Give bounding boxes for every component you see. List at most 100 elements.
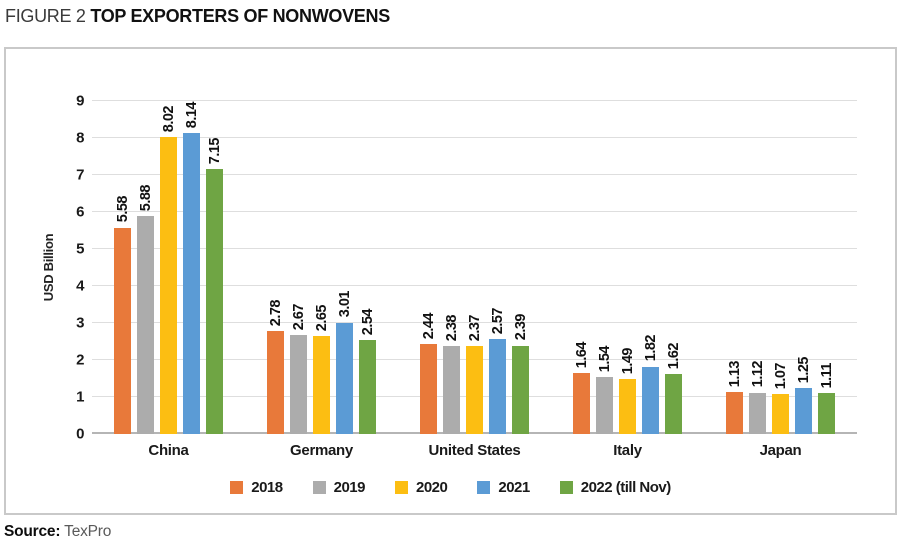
legend-swatch <box>230 481 244 494</box>
y-axis-ticks: 0 1 2 3 4 5 6 7 8 9 <box>6 93 84 443</box>
bar: 2.54 <box>359 309 376 434</box>
bar-value-label: 2.37 <box>466 315 483 342</box>
bar: 1.13 <box>726 361 743 434</box>
y-tick-label: 0 <box>76 425 84 443</box>
y-tick-label: 8 <box>76 129 84 147</box>
bar-group: 2.44 2.38 2.37 2.57 2.39 <box>398 101 551 434</box>
bar: 2.39 <box>512 314 529 434</box>
bar-group: 1.13 1.12 1.07 1.25 1.11 <box>704 101 857 434</box>
bar: 1.12 <box>749 361 766 434</box>
bar: 1.07 <box>772 363 789 434</box>
bar: 2.57 <box>489 308 506 434</box>
gridline <box>92 174 857 175</box>
bar: 2.37 <box>466 315 483 434</box>
y-tick-label: 9 <box>76 92 84 110</box>
legend-item: 2021 <box>477 479 530 496</box>
category-label: Japan <box>759 442 802 459</box>
bar: 1.25 <box>795 357 812 434</box>
gridline <box>92 100 857 101</box>
bar-value-label: 2.54 <box>359 308 376 336</box>
legend-swatch <box>559 481 573 494</box>
category-label: Germany <box>290 442 353 459</box>
bar-value-label: 1.54 <box>596 345 613 373</box>
category-label: Italy <box>613 442 642 459</box>
y-tick-label: 3 <box>76 314 84 332</box>
bar-value-label: 5.58 <box>114 196 131 223</box>
gridline <box>92 322 857 323</box>
bar: 1.49 <box>619 348 636 434</box>
legend-label: 2019 <box>333 479 366 496</box>
bar-value-label: 5.88 <box>137 185 154 212</box>
bar-value-label: 2.65 <box>313 304 330 331</box>
figure-title: FIGURE 2 TOP EXPORTERS OF NONWOVENS <box>5 6 390 27</box>
gridline <box>92 248 857 249</box>
gridline <box>92 137 857 139</box>
bar-value-label: 1.62 <box>665 342 682 370</box>
y-tick-label: 7 <box>76 166 84 184</box>
bar-value-label: 7.15 <box>206 138 223 165</box>
bar: 2.67 <box>290 304 307 434</box>
legend-swatch <box>477 481 491 494</box>
bar-value-label: 2.44 <box>420 312 437 339</box>
bar-value-label: 1.25 <box>795 356 812 383</box>
bar: 8.14 <box>183 102 200 434</box>
bar-value-label: 8.14 <box>183 101 200 128</box>
bar-group: 5.58 5.88 8.02 8.14 7.15 <box>92 101 245 434</box>
bar-value-label: 2.38 <box>443 314 460 341</box>
bar-value-label: 2.78 <box>267 299 284 327</box>
bar: 2.44 <box>420 313 437 434</box>
bar-value-label: 1.64 <box>573 342 590 369</box>
figure-heading: TOP EXPORTERS OF NONWOVENS <box>90 6 390 26</box>
bar: 3.01 <box>336 291 353 434</box>
bar-value-label: 1.11 <box>818 362 835 388</box>
legend: 2018 2019 2020 2021 2022 (till Nov) <box>6 479 895 496</box>
legend-label: 2018 <box>251 479 283 496</box>
bar: 1.11 <box>818 363 835 434</box>
bar-value-label: 2.67 <box>290 303 307 331</box>
category-label: China <box>148 442 189 459</box>
bar: 2.38 <box>443 315 460 434</box>
legend-item: 2020 <box>394 479 448 496</box>
plot-area: 5.58 5.88 8.02 8.14 7.15 2.78 2.67 2.65 3.01 2.54… <box>92 100 857 434</box>
bar: 5.88 <box>137 185 154 434</box>
bar-value-label: 8.02 <box>160 106 177 133</box>
legend-label: 2022 (till Nov) <box>580 479 672 496</box>
y-tick-label: 1 <box>76 388 84 406</box>
source-line: Source: TexPro <box>4 523 111 541</box>
y-tick-label: 2 <box>76 351 84 369</box>
gridline <box>92 285 857 287</box>
legend-swatch <box>312 481 326 494</box>
bar: 1.54 <box>596 346 613 434</box>
bar: 8.02 <box>160 106 177 434</box>
bar-value-label: 1.07 <box>772 363 789 390</box>
bar-value-label: 1.12 <box>749 361 766 388</box>
legend-label: 2021 <box>498 479 530 496</box>
bar: 1.64 <box>573 342 590 434</box>
figure-number: FIGURE 2 <box>5 6 86 26</box>
bar: 2.78 <box>267 300 284 434</box>
bar-value-label: 1.82 <box>642 335 659 362</box>
legend-item: 2022 (till Nov) <box>559 479 672 496</box>
source-label: Source: <box>4 523 61 540</box>
source-value: TexPro <box>64 523 112 540</box>
y-tick-label: 6 <box>76 203 84 221</box>
bar: 7.15 <box>206 138 223 434</box>
bar: 1.62 <box>665 343 682 434</box>
legend-item: 2019 <box>312 479 366 496</box>
bar-value-label: 2.57 <box>489 307 506 334</box>
gridline <box>92 211 857 212</box>
category-label: United States <box>428 442 521 459</box>
bar-groups: 5.58 5.88 8.02 8.14 7.15 2.78 2.67 2.65 3.01 2.54… <box>92 101 857 434</box>
bar: 1.82 <box>642 335 659 434</box>
y-tick-label: 5 <box>76 240 84 258</box>
bar-value-label: 2.39 <box>512 314 529 341</box>
bar: 2.65 <box>313 305 330 434</box>
legend-swatch <box>394 481 408 494</box>
legend-label: 2020 <box>415 479 448 496</box>
bar-value-label: 1.49 <box>619 347 636 374</box>
bar-group: 1.64 1.54 1.49 1.82 1.62 <box>551 101 704 434</box>
x-axis-labels: China Germany United States Italy Japan <box>92 442 857 459</box>
bar-group: 2.78 2.67 2.65 3.01 2.54 <box>245 101 398 434</box>
